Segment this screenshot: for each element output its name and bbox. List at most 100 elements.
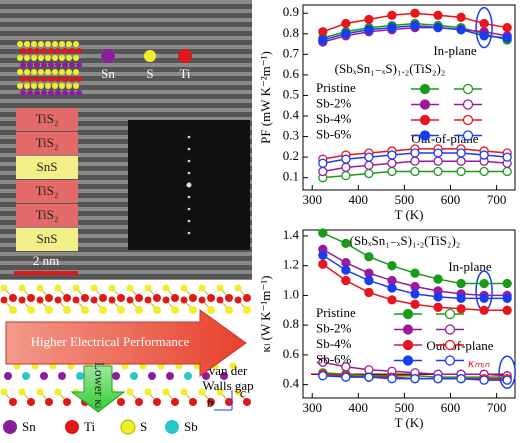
data-point bbox=[318, 259, 328, 269]
atom bbox=[63, 306, 71, 314]
atom bbox=[59, 69, 65, 75]
atom bbox=[135, 294, 143, 302]
atom bbox=[45, 83, 51, 89]
legend-label: S bbox=[140, 419, 147, 434]
atom bbox=[34, 90, 40, 96]
atom bbox=[41, 90, 47, 96]
data-point bbox=[318, 228, 328, 238]
highlight bbox=[475, 6, 493, 49]
atom bbox=[0, 388, 8, 396]
atom bbox=[72, 284, 80, 292]
arrow-vertical bbox=[70, 365, 126, 413]
atom bbox=[112, 372, 120, 380]
atom bbox=[18, 284, 26, 292]
atom bbox=[76, 48, 82, 54]
atom bbox=[189, 398, 197, 406]
atom bbox=[62, 48, 68, 54]
data-point bbox=[341, 372, 351, 382]
atom bbox=[189, 306, 197, 314]
annotation: In-plane bbox=[448, 259, 492, 274]
y-tick-label: 1.0 bbox=[283, 286, 299, 301]
layer-label: SnS bbox=[37, 159, 58, 174]
atom bbox=[229, 362, 237, 370]
atom bbox=[90, 296, 98, 304]
legend-label: Sb bbox=[184, 419, 198, 434]
scale-label: 2 nm bbox=[33, 253, 59, 268]
x-tick-label: 600 bbox=[441, 192, 461, 207]
atom bbox=[41, 76, 47, 82]
atom bbox=[45, 294, 53, 302]
atom bbox=[27, 294, 35, 302]
data-point bbox=[502, 293, 512, 304]
atom bbox=[76, 90, 82, 96]
data-point bbox=[387, 166, 397, 177]
x-tick-label: 300 bbox=[302, 192, 322, 207]
atom bbox=[73, 69, 79, 75]
data-point bbox=[502, 166, 512, 177]
atom bbox=[234, 296, 242, 304]
data-point bbox=[433, 166, 443, 177]
atom bbox=[17, 55, 23, 61]
data-point bbox=[341, 362, 351, 372]
atom bbox=[99, 306, 107, 314]
data-point bbox=[502, 375, 512, 385]
atom bbox=[54, 388, 62, 396]
x-tick-label: 700 bbox=[487, 400, 507, 415]
atom bbox=[126, 284, 134, 292]
atom bbox=[48, 48, 54, 54]
data-point bbox=[364, 275, 374, 286]
atom bbox=[63, 398, 71, 406]
layer-label: SnS bbox=[37, 231, 58, 246]
y-axis-label: PF (mW K⁻²m⁻¹) bbox=[258, 51, 273, 144]
y-tick-label: 0.7 bbox=[283, 45, 300, 60]
data-point bbox=[410, 20, 420, 31]
atom bbox=[54, 284, 62, 292]
data-point bbox=[410, 374, 420, 384]
atom bbox=[243, 398, 251, 406]
atom bbox=[38, 69, 44, 75]
legend-marker bbox=[444, 308, 456, 320]
atom bbox=[69, 48, 75, 54]
layer bbox=[16, 180, 78, 203]
data-point bbox=[364, 372, 374, 382]
atom bbox=[76, 76, 82, 82]
atom bbox=[76, 372, 84, 380]
atom bbox=[166, 372, 174, 380]
data-point bbox=[387, 261, 397, 271]
data-point bbox=[364, 160, 374, 170]
data-point bbox=[341, 275, 351, 286]
data-point bbox=[502, 278, 512, 289]
atom bbox=[243, 306, 251, 314]
data-point bbox=[364, 287, 374, 298]
legend-marker bbox=[419, 99, 431, 110]
legend-marker bbox=[419, 114, 431, 126]
data-point bbox=[433, 22, 443, 33]
data-point bbox=[387, 374, 397, 384]
atom bbox=[52, 83, 58, 89]
fft-spot bbox=[187, 231, 191, 235]
data-point bbox=[410, 268, 420, 278]
data-point bbox=[341, 238, 351, 249]
x-tick-label: 700 bbox=[487, 192, 507, 207]
legend-marker bbox=[419, 130, 431, 141]
data-point bbox=[341, 29, 351, 39]
atom bbox=[144, 296, 152, 304]
atom bbox=[66, 55, 72, 61]
data-point bbox=[502, 305, 512, 315]
atom bbox=[73, 55, 79, 61]
data-point bbox=[318, 357, 328, 367]
legend-marker bbox=[419, 83, 431, 95]
layer bbox=[16, 132, 78, 155]
atom bbox=[31, 69, 37, 75]
atom bbox=[69, 62, 75, 68]
data-point bbox=[502, 22, 512, 33]
layer bbox=[16, 108, 78, 131]
atom bbox=[34, 48, 40, 54]
atom bbox=[184, 372, 192, 380]
atom bbox=[216, 388, 224, 396]
atom bbox=[9, 398, 17, 406]
atom bbox=[81, 306, 89, 314]
y-tick-label: 1.4 bbox=[283, 227, 300, 242]
data-point bbox=[456, 293, 466, 304]
data-point bbox=[318, 371, 328, 381]
